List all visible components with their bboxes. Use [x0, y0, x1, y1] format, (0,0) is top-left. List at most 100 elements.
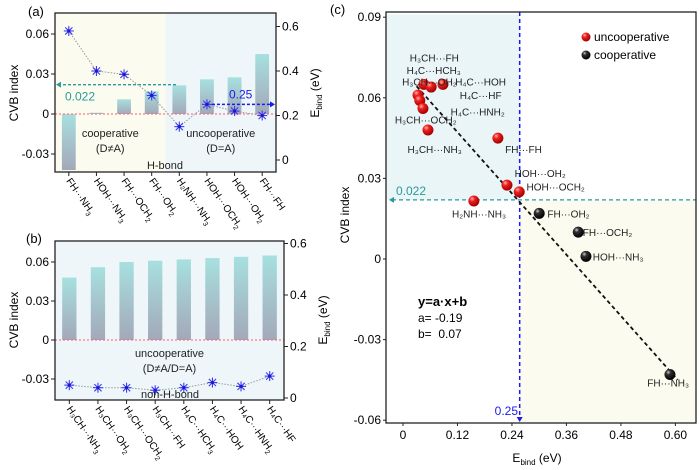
- point-uncooperative: [513, 186, 525, 198]
- x-tick-label: FH···FH: [257, 176, 287, 212]
- region-label: uncooperative: [135, 348, 204, 360]
- bar-FH···OCH2: [117, 99, 131, 114]
- y2-tick-label: 0: [290, 391, 297, 405]
- ebind-line: [68, 30, 263, 128]
- legend-marker-cooperative: [581, 50, 591, 60]
- fit-equation-box: y=a·x+b a= -0.19 b= 0.07: [418, 294, 467, 341]
- region-sublabel: (D≠A): [96, 143, 125, 155]
- arrow-right-icon: [270, 101, 275, 108]
- ebind-point: [146, 90, 157, 101]
- panel-b: uncooperative (D≠A/D=A) -0.03 0 0.03 0.06 0 0.…: [7, 231, 332, 463]
- panel-a-y2-axis-label: Ebind (eV): [308, 68, 324, 117]
- point-cooperative: [572, 226, 584, 238]
- region-sublabel: (D≠A/D=A): [143, 363, 196, 375]
- point-uncooperative: [422, 124, 434, 136]
- region-label: cooperative: [82, 128, 139, 140]
- point-label: H₃CH···FH: [410, 54, 459, 65]
- ebind-point: [257, 110, 268, 121]
- y-tick-label: -0.03: [22, 372, 50, 386]
- y2-tick-label: 0.6: [282, 20, 299, 34]
- region-sublabel: (D=A): [206, 143, 235, 155]
- bar-FH···FH: [255, 54, 270, 114]
- point-label: FH···OCH₂: [583, 228, 633, 239]
- panel-b-frame: [54, 240, 285, 401]
- point-label: H₃CH···NH₃: [408, 145, 462, 156]
- x-tick-label: 0.48: [609, 428, 633, 442]
- arrow-down-icon: [516, 417, 523, 422]
- point-label: FH···NH₃: [647, 379, 689, 390]
- y-tick-label: 0: [42, 107, 49, 121]
- panel-b-bottom-label: non-H-bond: [141, 389, 199, 401]
- x-tick-label: 0.36: [555, 428, 579, 442]
- ebind-point: [174, 121, 185, 132]
- panel-a: cooperative (D≠A) uncooperative (D=A) 0.022…: [7, 4, 324, 232]
- x-tick-label: 0: [400, 428, 407, 442]
- bar-H₄C···HNH2: [233, 256, 249, 340]
- panel-c-frame: [385, 11, 697, 424]
- y2-tick-label: 0: [282, 153, 289, 167]
- bar-H₃CH···NH3: [62, 277, 77, 340]
- threshold-label-cvb: 0.022: [65, 90, 95, 104]
- point-uncooperative: [492, 132, 504, 144]
- panel-a-y-axis-label: CVB index: [7, 65, 21, 122]
- y-tick-label: 0: [374, 252, 381, 266]
- point-uncooperative: [468, 195, 480, 207]
- ebind-point: [201, 99, 212, 110]
- uncooperative-region: [386, 14, 520, 200]
- bar-H₃CH···OH2: [90, 267, 106, 340]
- y-tick-label: 0.09: [358, 10, 382, 24]
- y-tick-label: -0.03: [354, 333, 382, 347]
- ebind-point: [150, 385, 161, 396]
- point-uncooperative: [425, 81, 437, 93]
- point-label: HOH···OH₂: [515, 169, 566, 180]
- ebind-point: [121, 382, 132, 393]
- ebind-point: [264, 371, 275, 382]
- point-label: H₂NH···NH₃: [452, 209, 506, 220]
- point-label: FH···OH₂: [547, 209, 589, 220]
- y-tick-label: 0.06: [26, 255, 50, 269]
- panel-c-label: (c): [330, 2, 345, 17]
- point-label: H₃CH···OH₂: [402, 78, 457, 89]
- bar-H₄C···HCH3: [176, 259, 191, 340]
- point-uncooperative: [501, 179, 513, 191]
- point-cooperative: [664, 369, 676, 381]
- cooperative-region: [519, 199, 696, 423]
- fit-intercept: b= 0.07: [418, 327, 462, 341]
- legend-label-cooperative: cooperative: [594, 48, 656, 62]
- bar-FH···NH3: [61, 114, 76, 170]
- bar-FH···OH2: [144, 91, 159, 114]
- ebind-point: [91, 66, 102, 76]
- ebind-point: [92, 382, 103, 393]
- threshold-label-ebind: 0.25: [495, 404, 519, 418]
- bar-H₂NH···NH3: [172, 85, 187, 114]
- y2-tick-label: 0.2: [282, 109, 299, 123]
- y2-tick-label: 0.6: [290, 237, 307, 251]
- point-label: H₄C···HOH: [455, 78, 506, 89]
- region-label: uncooperative: [186, 128, 255, 140]
- y-tick-label: 0.03: [26, 67, 50, 81]
- y-tick-label: -0.03: [22, 147, 50, 161]
- panel-c-y-axis-label: CVB index: [338, 187, 352, 244]
- x-tick-label: 0.60: [664, 428, 688, 442]
- point-cooperative: [580, 250, 592, 262]
- y-tick-label: 0.03: [26, 294, 50, 308]
- y2-tick-label: 0.4: [282, 64, 299, 78]
- y-tick-label: 0.06: [358, 91, 382, 105]
- point-cooperative: [533, 207, 545, 219]
- point-uncooperative: [437, 78, 449, 90]
- point-label: FH···FH: [505, 145, 542, 156]
- point-label: H₃CH···OCH₂: [395, 115, 457, 126]
- y-tick-label: 0.06: [26, 27, 50, 41]
- point-uncooperative: [417, 103, 429, 115]
- panel-c-x-axis-label: Ebind (eV): [512, 451, 561, 467]
- arrow-left-icon: [389, 196, 394, 203]
- ebind-point: [207, 377, 218, 388]
- ebind-point: [64, 380, 75, 391]
- threshold-label-cvb: 0.022: [396, 184, 426, 198]
- y2-tick-label: 0.4: [290, 288, 307, 302]
- bar-HOH···OCH2: [200, 79, 214, 114]
- panel-b-y-axis-label: CVB index: [7, 292, 21, 349]
- bar-H₃CH···OCH2: [119, 262, 134, 340]
